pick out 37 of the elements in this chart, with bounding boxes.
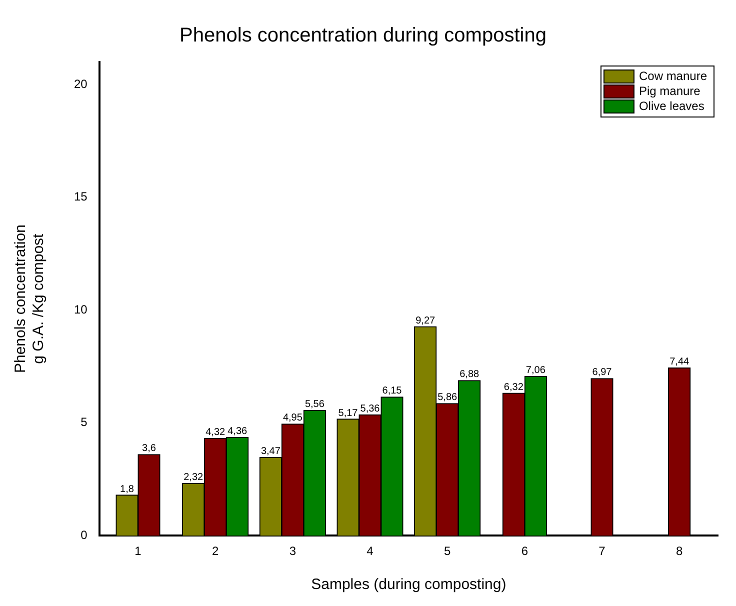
- x-tick-label: 7: [598, 544, 606, 558]
- y-tick-label: 5: [80, 415, 88, 430]
- data-label: 6,32: [504, 382, 524, 393]
- y-tick-label: 15: [74, 190, 88, 204]
- data-label: 6,88: [460, 369, 480, 380]
- y-tick-label: 20: [74, 76, 88, 91]
- data-label: 5,17: [338, 408, 358, 419]
- data-label: 7,44: [670, 356, 690, 368]
- data-label: 4,36: [228, 426, 248, 438]
- data-label: 1,8: [120, 484, 134, 495]
- legend-label: Pig manure: [638, 84, 701, 98]
- legend-label: Olive leaves: [638, 98, 704, 113]
- data-label: 6,97: [592, 367, 612, 378]
- y-axis-title: Phenols concentration g G.A. /Kg compost: [12, 224, 48, 374]
- data-label: 6,15: [382, 386, 402, 397]
- y-tick-label: 0: [80, 528, 88, 542]
- data-label: 3,6: [142, 443, 156, 454]
- x-tick-label: 1: [134, 544, 142, 558]
- x-tick-label: 6: [521, 544, 528, 558]
- data-label: 4,95: [282, 412, 303, 424]
- data-label: 4,32: [206, 426, 226, 438]
- x-axis-title: Samples (during composting): [311, 576, 506, 594]
- x-tick-label: 3: [289, 544, 296, 558]
- data-label: 5,36: [360, 403, 380, 414]
- y-tick-label: 10: [74, 302, 88, 316]
- data-label: 5,86: [438, 392, 458, 404]
- data-label: 3,47: [260, 446, 281, 458]
- data-label: 5,56: [304, 398, 325, 410]
- x-tick-label: 4: [366, 544, 374, 558]
- x-tick-label: 5: [444, 544, 451, 558]
- chart-title: Phenols concentration during composting: [180, 24, 546, 47]
- data-label: 7,06: [526, 365, 546, 376]
- x-tick-label: 2: [212, 544, 219, 558]
- x-tick-label: 8: [676, 544, 683, 558]
- data-label: 9,27: [416, 315, 436, 326]
- data-label: 2,32: [184, 472, 204, 484]
- legend-label: Cow manure: [638, 68, 708, 83]
